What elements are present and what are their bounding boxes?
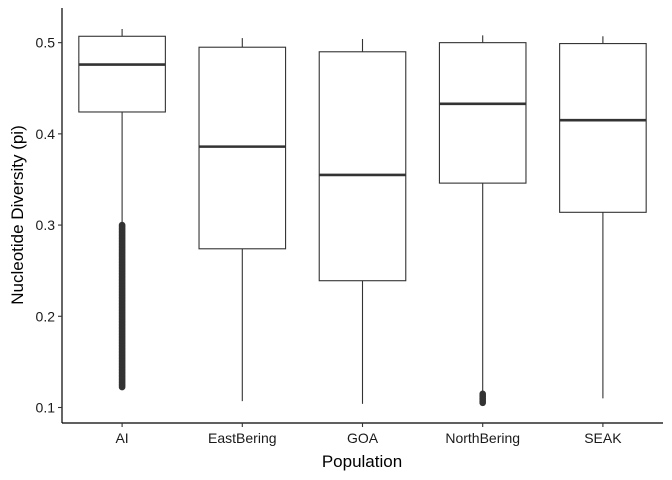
box-iqr xyxy=(438,42,527,184)
x-axis-ticks: AI EastBering GOA NorthBering SEAK xyxy=(115,423,622,446)
y-tick-label: 0.2 xyxy=(36,308,56,324)
box-iqr xyxy=(318,51,407,282)
x-axis-title: Population xyxy=(322,452,402,471)
x-tick-label: NorthBering xyxy=(445,430,520,446)
x-tick-label: EastBering xyxy=(208,430,276,446)
box-northbering xyxy=(438,35,527,407)
box-seak xyxy=(559,36,647,399)
y-axis-title: Nucleotide Diversity (pi) xyxy=(8,125,27,305)
y-tick-label: 0.5 xyxy=(36,35,56,51)
box-ai xyxy=(78,28,166,391)
outlier-point xyxy=(479,399,487,407)
box-iqr xyxy=(198,46,287,250)
box-eastbering xyxy=(198,38,287,402)
boxes-layer xyxy=(78,28,647,407)
box-iqr xyxy=(559,43,647,213)
y-axis-ticks: 0.1 0.2 0.3 0.4 0.5 xyxy=(36,35,62,415)
y-tick-label: 0.3 xyxy=(36,217,56,233)
box-iqr xyxy=(78,35,166,113)
box-goa xyxy=(318,39,407,404)
outlier-point xyxy=(118,383,126,391)
y-tick-label: 0.4 xyxy=(36,126,56,142)
x-tick-label: SEAK xyxy=(584,430,622,446)
x-tick-label: GOA xyxy=(347,430,379,446)
y-tick-label: 0.1 xyxy=(36,399,56,415)
x-tick-label: AI xyxy=(115,430,128,446)
